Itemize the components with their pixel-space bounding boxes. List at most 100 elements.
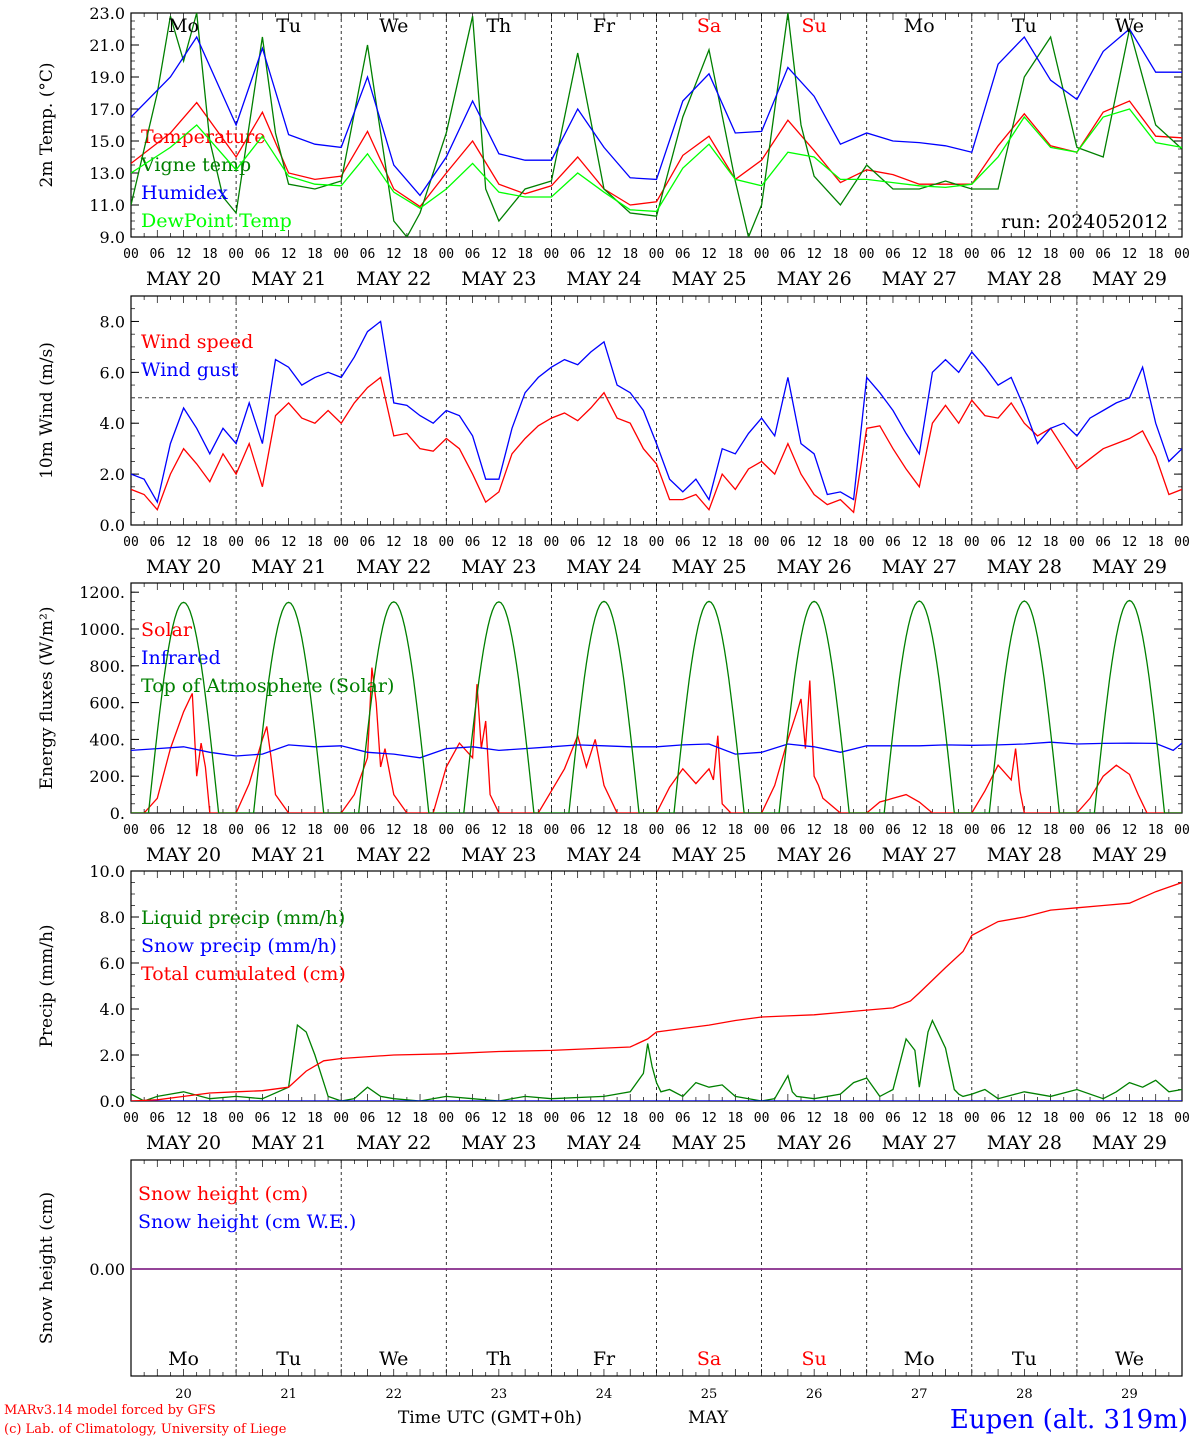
x-hour-label: 12 [806,1111,822,1126]
footer-credit-model: MARv3.14 model forced by GFS [4,1403,216,1418]
x-hour-label: 18 [202,1111,218,1126]
x-date-label: MAY 21 [251,844,326,866]
x-hour-label: 06 [885,1111,901,1126]
x-hour-label: 18 [412,247,428,262]
x-date-label: MAY 23 [461,844,536,866]
x-hour-label: 00 [964,535,980,550]
legend-entry: Temperature [141,126,265,148]
x-hour-label: 00 [333,247,349,262]
x-hour-label: 18 [517,823,533,838]
legend-entry: DewPoint Temp [141,210,292,232]
x-hour-label: 18 [833,1111,849,1126]
legend-entry: Wind speed [141,331,253,353]
x-hour-label: 06 [675,247,691,262]
x-hour-label: 12 [596,823,612,838]
x-axis-month: MAY [688,1408,729,1428]
y-tick-label: 6.0 [100,363,125,382]
x-date-label: MAY 23 [461,268,536,290]
legend-entry: Infrared [141,647,221,669]
x-hour-label: 06 [780,1111,796,1126]
y-tick-label: 0.0 [100,1092,125,1111]
x-day-number: 21 [280,1387,297,1402]
x-hour-label: 12 [176,247,192,262]
x-hour-label: 18 [622,1111,638,1126]
x-day-number: 22 [385,1387,402,1402]
x-hour-label: 18 [517,247,533,262]
x-date-label: MAY 24 [566,1132,641,1154]
weekday-label: Su [802,15,827,37]
x-hour-label: 12 [281,1111,297,1126]
x-hour-label: 00 [964,823,980,838]
x-day-number: 24 [596,1387,613,1402]
x-hour-label: 06 [255,535,271,550]
legend-entry: Snow precip (mm/h) [141,935,337,957]
x-date-label: MAY 20 [146,844,221,866]
x-hour-label: 12 [281,823,297,838]
x-hour-label: 12 [1017,1111,1033,1126]
x-hour-label: 18 [1043,535,1059,550]
y-tick-label: 13.0 [89,164,125,183]
x-hour-label: 06 [1095,1111,1111,1126]
y-tick-label: 0.00 [89,1260,125,1279]
x-date-label: MAY 23 [461,1132,536,1154]
x-hour-label: 18 [622,535,638,550]
weekday-label: Tu [1012,15,1037,37]
x-date-label: MAY 25 [671,268,746,290]
x-hour-label: 12 [386,823,402,838]
x-hour-label: 00 [228,247,244,262]
x-day-number: 29 [1121,1387,1138,1402]
x-hour-label: 12 [176,823,192,838]
x-hour-label: 18 [202,535,218,550]
y-tick-label: 1000. [79,620,125,639]
x-date-label: MAY 26 [777,556,852,578]
x-hour-label: 12 [806,247,822,262]
x-hour-label: 00 [228,535,244,550]
weekday-label: We [1115,15,1144,37]
x-hour-label: 00 [544,823,560,838]
x-hour-label: 00 [123,1111,139,1126]
legend-entry: Top of Atmosphere (Solar) [141,675,394,697]
weekday-label: Mo [904,15,935,37]
x-hour-label: 18 [938,1111,954,1126]
x-hour-label: 00 [1069,823,1085,838]
weekday-label: Fr [593,1348,616,1370]
weekday-label: Tu [276,1348,301,1370]
x-hour-label: 06 [360,247,376,262]
y-tick-label: 4.0 [100,1000,125,1019]
x-hour-label: 00 [1174,247,1190,262]
x-hour-label: 12 [281,535,297,550]
x-hour-label: 00 [1174,1111,1190,1126]
y-tick-label: 19.0 [89,68,125,87]
x-date-label: MAY 22 [356,556,431,578]
panel-3: 0. 200. 400. 600. 800. 1000. 1200. Energy fluxe… [37,582,1190,866]
x-hour-label: 18 [727,247,743,262]
x-hour-label: 06 [465,823,481,838]
x-hour-label: 18 [938,823,954,838]
x-hour-label: 00 [123,535,139,550]
x-day-number: 26 [806,1387,823,1402]
y-tick-label: 21.0 [89,36,125,55]
x-hour-label: 12 [386,1111,402,1126]
weekday-label: Sa [697,1348,721,1370]
station-name: Eupen (alt. 319m) [950,1405,1188,1435]
x-date-label: MAY 27 [882,268,957,290]
weekday-label: Su [802,1348,827,1370]
y-tick-label: 2.0 [100,465,125,484]
x-hour-label: 06 [885,823,901,838]
x-hour-label: 06 [255,247,271,262]
x-hour-label: 18 [412,535,428,550]
x-hour-label: 06 [570,247,586,262]
x-hour-label: 12 [806,535,822,550]
legend-entry: Snow height (cm W.E.) [138,1211,356,1233]
series-line-2 [131,13,1182,237]
run-annotation: run: 2024052012 [1001,211,1168,233]
x-hour-label: 00 [649,247,665,262]
x-date-label: MAY 20 [146,556,221,578]
x-date-label: MAY 25 [671,844,746,866]
x-hour-label: 12 [911,535,927,550]
x-hour-label: 00 [1174,535,1190,550]
y-tick-label: 4.0 [100,414,125,433]
x-date-label: MAY 24 [566,556,641,578]
footer-credit-lab: (c) Lab. of Climatology, University of L… [4,1422,287,1437]
